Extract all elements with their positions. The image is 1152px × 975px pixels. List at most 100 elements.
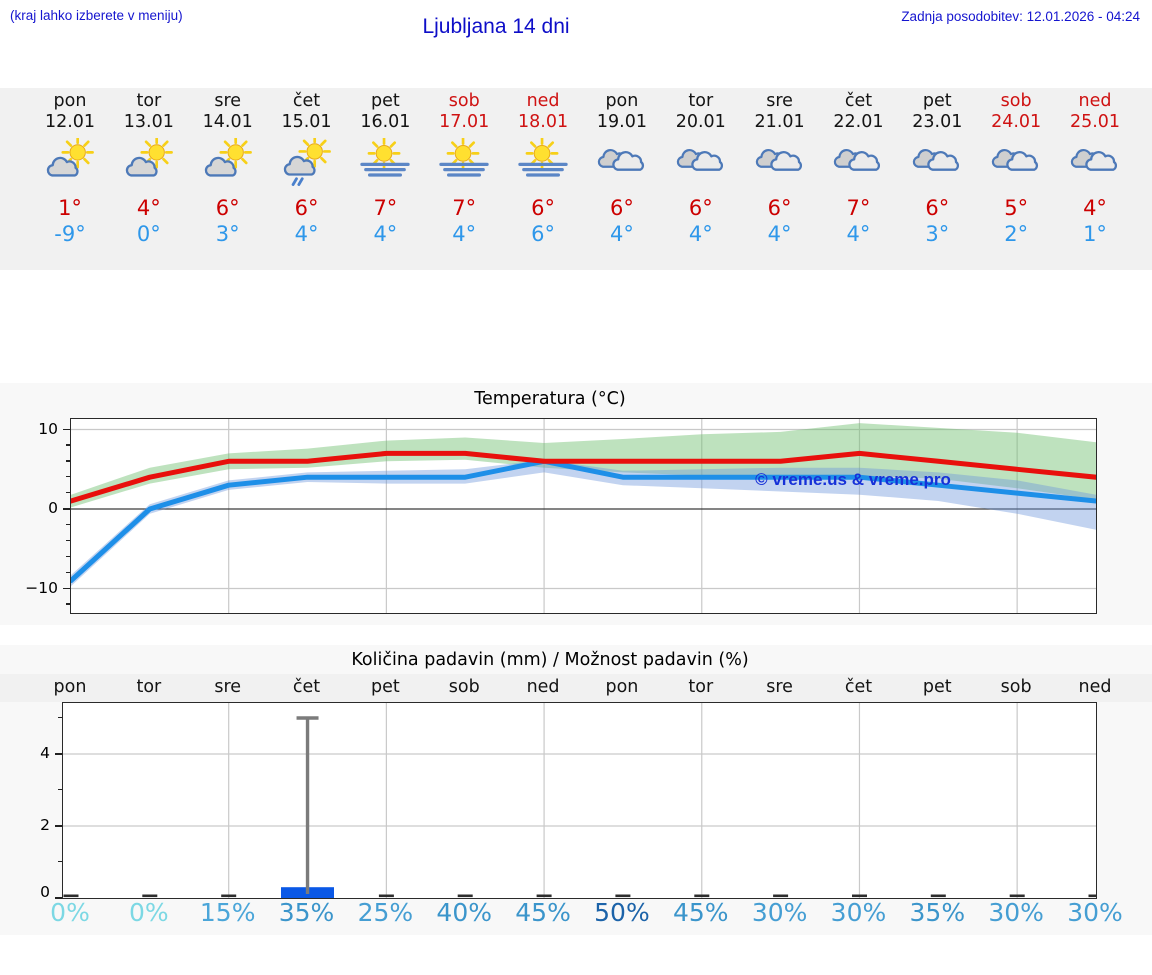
y-major-tick [55,753,62,755]
low-temp: 3° [215,222,240,246]
y-major-tick [63,508,70,510]
precip-day-label: sob [448,677,480,697]
y-minor-tick [66,492,70,494]
day-column: sob 17.01 7° 4° [425,88,504,247]
low-temp: 3° [925,222,950,246]
y-major-tick [63,587,70,589]
low-temp: 4° [609,222,634,246]
y-axis-label: 0 [40,883,50,901]
precipitation-chart-svg [63,703,1096,898]
trace-precip-tick [615,894,631,898]
y-minor-tick [58,789,62,791]
sun-cloud-icon [31,137,110,187]
low-temp: 4° [373,222,398,246]
precip-probability: 40% [436,898,493,927]
precipitation-day-labels: pon tor sre čet pet sob ned pon tor sre čet pet sob n… [0,674,1152,702]
day-name: ned [1078,91,1112,111]
precipitation-plot [62,702,1097,899]
day-name: sob [1000,91,1032,111]
trace-precip-tick [536,894,552,898]
sun-fog-icon [504,137,583,187]
low-temp: 4° [294,222,319,246]
high-temp: 7° [846,196,871,220]
low-temp: 4° [767,222,792,246]
day-name: pet [922,91,952,111]
day-strip: pon 12.01 1° -9° tor 13.01 4° 0° sre 14.01 6° 3°… [0,88,1152,270]
y-major-tick [55,897,62,899]
min-uncertainty-band [71,459,1096,587]
trace-precip-tick [852,894,867,898]
day-column: pon 19.01 6° 4° [582,88,661,247]
day-date: 25.01 [1069,112,1121,132]
trace-precip-tick [457,894,473,898]
trace-precip-tick [773,894,789,898]
low-temp: 4° [688,222,713,246]
temperature-chart-svg: © vreme.us & vreme.pro [71,419,1096,613]
low-temp: 0° [136,222,161,246]
cloudy-icon [740,137,819,187]
cloudy-icon [898,137,977,187]
cloudy-icon [1056,137,1135,187]
day-date: 17.01 [439,112,490,132]
trace-precip-tick [1088,894,1096,898]
low-temp: -9° [54,222,86,246]
day-name: pon [53,91,87,111]
min-temperature-line [71,458,1096,584]
max-temperature-line [71,450,1096,504]
trace-precip-tick [63,894,79,898]
temperature-plot: © vreme.us & vreme.pro [70,418,1097,614]
high-temp: 7° [452,196,477,220]
precip-day-label: sre [214,677,242,697]
day-column: sre 21.01 6° 4° [740,88,819,247]
day-column: sob 24.01 5° 2° [977,88,1056,247]
y-major-tick [55,825,62,827]
cloudy-icon [819,137,898,187]
y-minor-tick [66,555,70,557]
precip-probability: 25% [357,898,414,927]
y-minor-tick [66,444,70,446]
precip-day-label: sre [766,677,793,697]
precip-day-label: tor [688,677,714,697]
temperature-chart-title: Temperatura (°C) [474,389,626,409]
high-temp: 6° [215,196,240,220]
precip-day-label: čet [844,677,873,697]
precip-day-label: ned [1078,677,1112,697]
precip-day-label: pet [922,677,952,697]
precip-probability: 45% [515,898,571,927]
day-date: 23.01 [912,112,963,132]
precip-probability: 30% [988,898,1044,927]
day-date: 20.01 [675,112,726,132]
precip-day-label: ned [526,677,560,697]
sun-fog-icon [425,137,504,187]
low-temp: 4° [452,222,477,246]
sun-cloud-rain-icon [267,137,346,187]
high-temp: 6° [925,196,950,220]
precip-probability: 30% [1067,898,1123,927]
y-minor-tick [66,603,70,605]
y-minor-tick [66,523,70,526]
trace-precip-tick [221,894,237,898]
day-column: pet 16.01 7° 4° [346,88,425,247]
precip-probability: 15% [199,898,256,927]
day-column: ned 25.01 4° 1° [1056,88,1135,247]
y-minor-tick [66,571,70,573]
day-name: čet [844,91,873,111]
precip-day-label: pet [371,677,400,697]
day-name: sob [448,91,480,111]
day-name: tor [136,91,162,111]
precip-day-label: pon [605,677,639,697]
y-axis-label: 4 [40,744,50,762]
low-temp: 1° [1083,222,1107,246]
y-axis-label: −10 [25,578,58,597]
sun-cloud-icon [188,137,267,187]
y-axis-label: 0 [48,499,58,517]
precip-day-label: sob [1000,677,1032,697]
high-temp: 5° [1004,196,1029,220]
precip-probability: 30% [751,898,808,927]
day-date: 24.01 [991,112,1042,132]
day-name: čet [292,91,321,111]
precip-day-label: čet [292,677,321,697]
low-temp: 6° [531,222,555,246]
precip-probability: 35% [909,898,966,927]
